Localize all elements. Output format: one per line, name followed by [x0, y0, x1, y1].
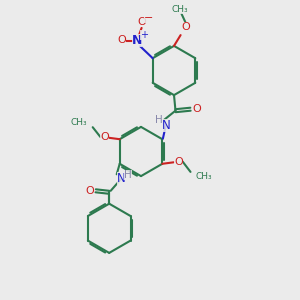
Text: −: −: [143, 13, 153, 23]
Text: O: O: [117, 35, 126, 45]
Text: O: O: [174, 157, 183, 167]
Text: H: H: [124, 170, 132, 180]
Text: O: O: [85, 186, 94, 196]
Text: CH₃: CH₃: [195, 172, 212, 181]
Text: +: +: [140, 30, 148, 40]
Text: N: N: [117, 172, 126, 185]
Text: N: N: [132, 34, 142, 47]
Text: O: O: [193, 104, 202, 114]
Text: O: O: [181, 22, 190, 32]
Text: CH₃: CH₃: [172, 5, 188, 14]
Text: H: H: [155, 115, 163, 125]
Text: N: N: [161, 118, 170, 132]
Text: O: O: [137, 17, 146, 27]
Text: O: O: [100, 132, 109, 142]
Text: CH₃: CH₃: [71, 118, 88, 127]
